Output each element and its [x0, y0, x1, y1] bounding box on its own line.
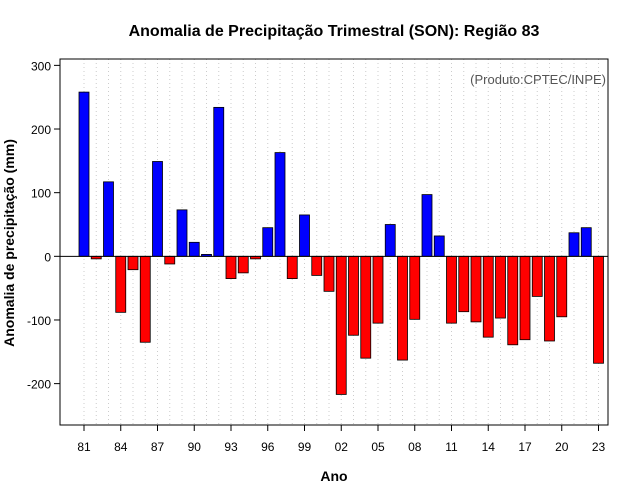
x-tick-label: 05 — [371, 440, 385, 454]
x-tick-label: 08 — [408, 440, 422, 454]
x-axis-label: Ano — [320, 468, 347, 484]
x-tick-label: 99 — [298, 440, 312, 454]
bar-2008 — [409, 255, 421, 320]
x-tick-label: 11 — [445, 440, 458, 454]
bar-1985 — [127, 255, 139, 271]
bar-2001 — [323, 255, 335, 292]
bar-2021 — [568, 232, 580, 257]
bar-1992 — [213, 106, 225, 257]
bar-2023 — [593, 255, 604, 364]
bar-1988 — [164, 255, 176, 265]
bar-1987 — [152, 161, 163, 257]
y-tick-label: 100 — [31, 187, 51, 201]
bar-2000 — [311, 255, 323, 276]
x-tick-label: 17 — [518, 440, 532, 454]
bar-2022 — [580, 227, 592, 257]
x-tick-label: 23 — [592, 440, 606, 454]
bar-2003 — [348, 255, 359, 336]
bar-2010 — [433, 235, 445, 257]
bar-2002 — [335, 255, 347, 395]
bar-2004 — [360, 255, 372, 359]
y-tick-label: -200 — [27, 378, 51, 392]
y-axis-label: Anomalia de precipitação (mm) — [1, 139, 17, 347]
bar-2014 — [482, 255, 494, 338]
bar-2006 — [384, 224, 396, 257]
bar-2012 — [458, 255, 470, 313]
bar-1996 — [262, 227, 274, 257]
bar-1990 — [188, 241, 200, 257]
bar-2015 — [495, 255, 506, 319]
x-tick-label: 90 — [188, 440, 202, 454]
bar-2005 — [372, 255, 384, 324]
bar-1989 — [176, 209, 188, 257]
x-tick-label: 14 — [482, 440, 496, 454]
bars — [78, 91, 604, 395]
y-tick-label: -100 — [27, 314, 51, 328]
bar-2011 — [446, 255, 457, 324]
bar-1994 — [237, 255, 249, 274]
bar-1983 — [103, 181, 114, 257]
x-tick-label: 93 — [224, 440, 238, 454]
x-axis: 81 84 87 90 93 96 99 02 05 08 11 14 17 20 23 — [77, 425, 605, 454]
x-tick-label: 02 — [335, 440, 349, 454]
x-tick-label: 84 — [114, 440, 128, 454]
x-tick-label: 87 — [151, 440, 165, 454]
y-tick-label: 300 — [31, 59, 51, 73]
bar-1999 — [299, 214, 310, 257]
bar-1993 — [225, 255, 237, 280]
bar-1997 — [274, 152, 286, 257]
bar-2009 — [421, 194, 433, 257]
x-tick-label: 96 — [261, 440, 275, 454]
y-tick-label: 200 — [31, 123, 51, 137]
bar-1981 — [78, 91, 90, 257]
bar-2019 — [544, 255, 555, 342]
credit-annotation: (Produto:CPTEC/INPE) — [470, 72, 606, 87]
bar-2020 — [556, 255, 568, 318]
bar-2016 — [507, 255, 519, 346]
bar-2013 — [470, 255, 482, 323]
y-axis: -200 -100 0 100 200 300 — [27, 59, 60, 392]
x-tick-label: 20 — [555, 440, 569, 454]
plot-frame — [59, 58, 609, 426]
x-tick-label: 81 — [77, 440, 91, 454]
chart-title: Anomalia de Precipitação Trimestral (SON… — [129, 23, 540, 40]
bar-2017 — [519, 255, 531, 341]
bar-1984 — [115, 255, 127, 313]
bar-1998 — [286, 255, 298, 280]
grid-lines — [83, 59, 599, 425]
bar-1986 — [139, 255, 151, 343]
bar-2018 — [531, 255, 543, 297]
bar-2007 — [397, 255, 408, 361]
y-tick-label: 0 — [44, 250, 51, 264]
